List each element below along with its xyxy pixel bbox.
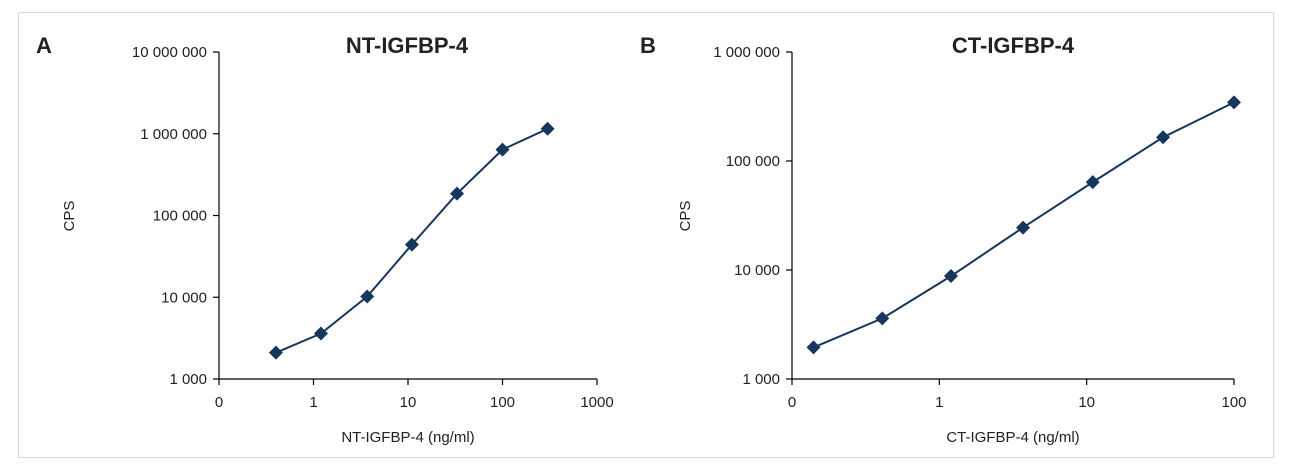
panel-a-x-tick-label: 0	[215, 394, 223, 411]
panel-a-y-tick-label: 10 000 000	[132, 44, 207, 61]
panel-a-data-point	[540, 121, 555, 136]
panel-a-y-tick-label: 100 000	[153, 208, 207, 225]
panel-a-title: NT-IGFBP-4	[346, 33, 469, 58]
panel-b-y-axis-label: CPS	[677, 201, 694, 232]
panel-a-data-point	[404, 237, 419, 252]
panel-a-data-point	[313, 326, 328, 341]
panel-b-y-tick-label: 100 000	[726, 153, 780, 170]
panel-a-x-tick-label: 100	[490, 394, 515, 411]
panel-a-y-tick-label: 1 000	[169, 371, 207, 388]
panel-b-x-tick-label: 1	[935, 394, 943, 411]
panel-b-y-tick-label: 1 000	[742, 371, 780, 388]
panel-a-data-point	[360, 289, 375, 304]
panel-a-y-axis-label: CPS	[61, 201, 78, 232]
panel-b-letter: B	[640, 33, 656, 58]
panel-a-x-tick-label: 1	[309, 394, 317, 411]
panel-b-x-tick-label: 0	[788, 394, 796, 411]
panel-a-x-tick-label: 10	[400, 394, 417, 411]
panel-b-x-axis-label: CT-IGFBP-4 (ng/ml)	[946, 429, 1079, 446]
panel-b-plot: 1 000 10 000 100 000 1 000 000 0 1 10 100	[713, 44, 1246, 411]
panel-b-data-point	[1227, 95, 1241, 110]
panel-b-data-point	[943, 269, 958, 284]
panel-b-title: CT-IGFBP-4	[952, 33, 1075, 58]
panel-b-data-point	[806, 340, 821, 355]
panel-a-data-point	[449, 186, 464, 201]
figure-frame	[18, 12, 1274, 458]
panel-a-letter: A	[36, 33, 52, 58]
panel-b-data-point	[1156, 130, 1171, 145]
panel-b-x-tick-label: 10	[1078, 394, 1095, 411]
panel-a-y-tick-label: 10 000	[161, 289, 207, 306]
panel-a-x-axis-label: NT-IGFBP-4 (ng/ml)	[341, 429, 474, 446]
panel-a-data-point	[268, 345, 283, 360]
panel-a-plot: 1 000 10 000 100 000 1 000 000 10 000 000 0 1 1…	[132, 44, 614, 411]
panel-b-y-tick-label: 1 000 000	[713, 44, 780, 61]
panel-b-data-point	[875, 311, 890, 326]
panel-b-data-point	[1085, 175, 1100, 190]
panel-b-data-point	[1016, 220, 1031, 235]
panel-a-x-tick-label: 1000	[580, 394, 613, 411]
panel-b-x-tick-label: 100	[1221, 394, 1246, 411]
panel-b-y-tick-label: 10 000	[734, 262, 780, 279]
panel-a-y-tick-label: 1 000 000	[140, 126, 207, 143]
panel-a-data-point	[495, 142, 510, 157]
